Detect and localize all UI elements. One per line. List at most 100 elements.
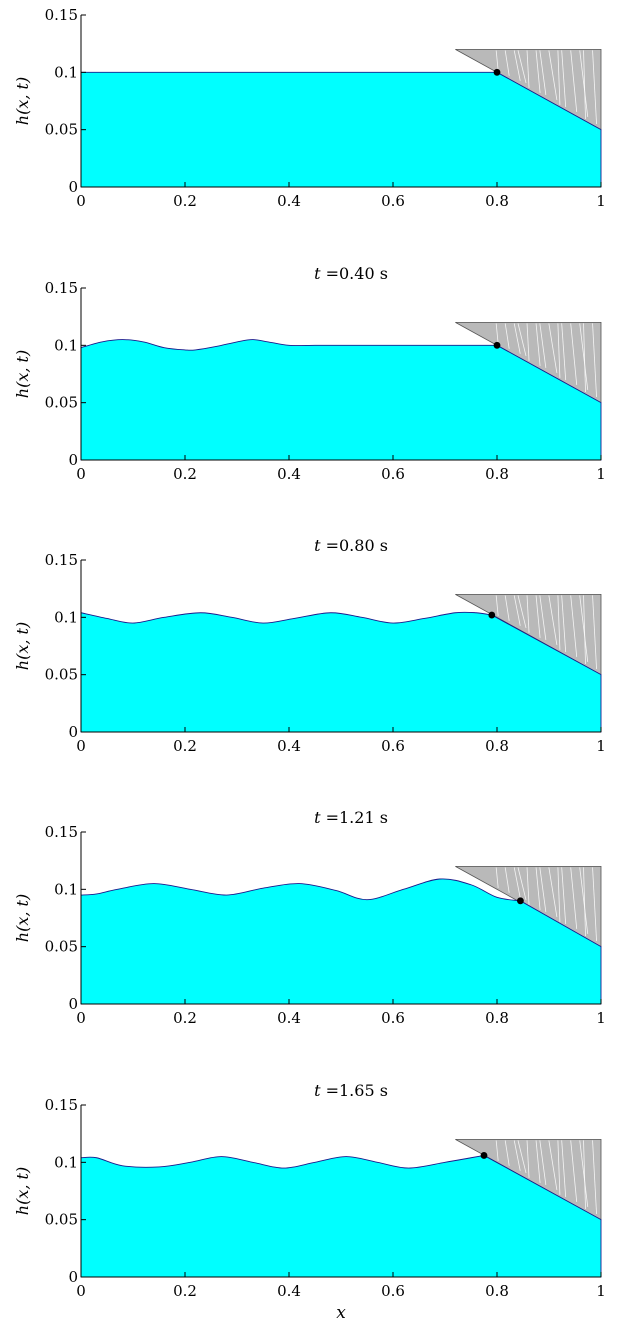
x-tick-label: 0 — [76, 1282, 86, 1300]
beach-streak — [526, 595, 530, 633]
y-tick-label: 0.1 — [54, 63, 78, 81]
beach-streak — [548, 867, 558, 917]
beach-streak — [561, 867, 567, 925]
y-tick-label: 0.05 — [45, 394, 78, 412]
beach-streak — [517, 867, 527, 901]
y-axis-label: h(x, t) — [13, 77, 32, 125]
beach-streak — [517, 323, 527, 357]
water-area — [80, 1154, 602, 1278]
y-tick-label: 0.15 — [45, 551, 78, 569]
beach-streak — [535, 867, 541, 910]
beach-streak — [539, 323, 547, 369]
beach-streak — [561, 1140, 567, 1198]
x-tick-label: 0.8 — [485, 1009, 509, 1027]
beach-streak — [583, 867, 586, 937]
beach-streak — [535, 323, 541, 366]
y-tick-label: 0.05 — [45, 1211, 78, 1229]
contact-point — [493, 68, 501, 76]
x-tick-label: 0.4 — [277, 192, 301, 210]
beach-streak — [548, 595, 558, 645]
beach-streak — [504, 867, 510, 893]
beach-streak — [583, 1140, 586, 1210]
beach-streak — [504, 50, 510, 76]
panel-title: t =0.80 s — [314, 536, 388, 555]
panel-title: t =1.21 s — [314, 808, 388, 827]
beach-streak — [513, 50, 521, 81]
x-tick-label: 1 — [596, 1282, 606, 1300]
x-tick-label: 0 — [76, 737, 86, 755]
beach-streak — [579, 1140, 589, 1207]
beach-streak — [526, 323, 530, 361]
water-area — [80, 339, 602, 461]
x-tick-label: 0 — [76, 465, 86, 483]
beach-streak — [592, 323, 597, 398]
beach-streak — [570, 867, 578, 930]
y-tick-label: 0 — [68, 178, 78, 196]
panel-4: 0 0.2 0.4 0.6 0.8 1 0 0.05 0.1 0.15 h(x, t) t =1.21… — [13, 808, 606, 1027]
y-tick-label: 0.1 — [54, 336, 78, 354]
beach-streak — [495, 1140, 499, 1161]
x-tick-label: 0 — [76, 1009, 86, 1027]
x-tick-label: 0.2 — [173, 737, 197, 755]
y-tick-label: 0.05 — [45, 938, 78, 956]
water-area — [80, 878, 602, 1005]
panel-2: 0 0.2 0.4 0.6 0.8 1 0 0.05 0.1 0.15 h(x, t) t =0.40… — [13, 264, 606, 483]
beach-streak — [517, 50, 527, 84]
x-tick-label: 1 — [596, 1009, 606, 1027]
x-tick-label: 0.2 — [173, 465, 197, 483]
beach-streak — [495, 50, 499, 71]
beach-streak — [495, 867, 499, 888]
x-tick-label: 0 — [76, 192, 86, 210]
x-tick-label: 0.2 — [173, 192, 197, 210]
beach-streak — [513, 323, 521, 354]
x-tick-label: 0.8 — [485, 192, 509, 210]
y-tick-label: 0.15 — [45, 1096, 78, 1114]
panel-1: 0 0.2 0.4 0.6 0.8 1 0 0.05 0.1 0.15 h(x, t) — [13, 6, 606, 210]
x-tick-label: 1 — [596, 465, 606, 483]
beach-streak — [535, 1140, 541, 1183]
beach-streak — [526, 867, 530, 905]
beach-streak — [548, 323, 558, 373]
y-tick-label: 0 — [68, 995, 78, 1013]
x-tick-label: 0.8 — [485, 737, 509, 755]
contact-point — [517, 897, 524, 905]
x-tick-label: 0.6 — [381, 1282, 405, 1300]
y-tick-label: 0.05 — [45, 121, 78, 139]
x-tick-label: 0.6 — [381, 1009, 405, 1027]
contact-point — [488, 611, 496, 619]
y-tick-label: 0 — [68, 723, 78, 741]
beach-streak — [539, 595, 547, 641]
x-tick-label: 0.4 — [277, 1009, 301, 1027]
beach-streak — [583, 323, 586, 393]
y-tick-label: 0.1 — [54, 880, 78, 898]
beach-streak — [539, 50, 547, 96]
beach-streak — [526, 50, 530, 88]
y-tick-label: 0.05 — [45, 666, 78, 684]
x-tick-label: 0.8 — [485, 465, 509, 483]
x-tick-label: 0.6 — [381, 465, 405, 483]
y-axis-label: h(x, t) — [13, 894, 32, 942]
x-tick-label: 1 — [596, 737, 606, 755]
beach-streak — [592, 867, 597, 942]
y-tick-label: 0.15 — [45, 823, 78, 841]
x-tick-label: 0.4 — [277, 1282, 301, 1300]
x-tick-label: 0.8 — [485, 1282, 509, 1300]
beach-streak — [570, 1140, 578, 1203]
y-axis-label: h(x, t) — [13, 622, 32, 670]
beach-streak — [495, 323, 499, 344]
beach-streak — [535, 50, 541, 93]
beach-streak — [579, 595, 589, 662]
beach-streak — [513, 1140, 521, 1171]
beach-streak — [535, 595, 541, 638]
water-area — [80, 611, 602, 733]
x-tick-label: 1 — [596, 192, 606, 210]
panel-title: t =0.40 s — [314, 264, 388, 283]
y-tick-label: 0 — [68, 1268, 78, 1286]
beach-streak — [557, 1140, 561, 1195]
beach-streak — [548, 50, 558, 100]
beach-streak — [592, 1140, 597, 1215]
y-axis-label: h(x, t) — [13, 350, 32, 398]
x-tick-label: 0.6 — [381, 737, 405, 755]
x-tick-label: 0.4 — [277, 737, 301, 755]
